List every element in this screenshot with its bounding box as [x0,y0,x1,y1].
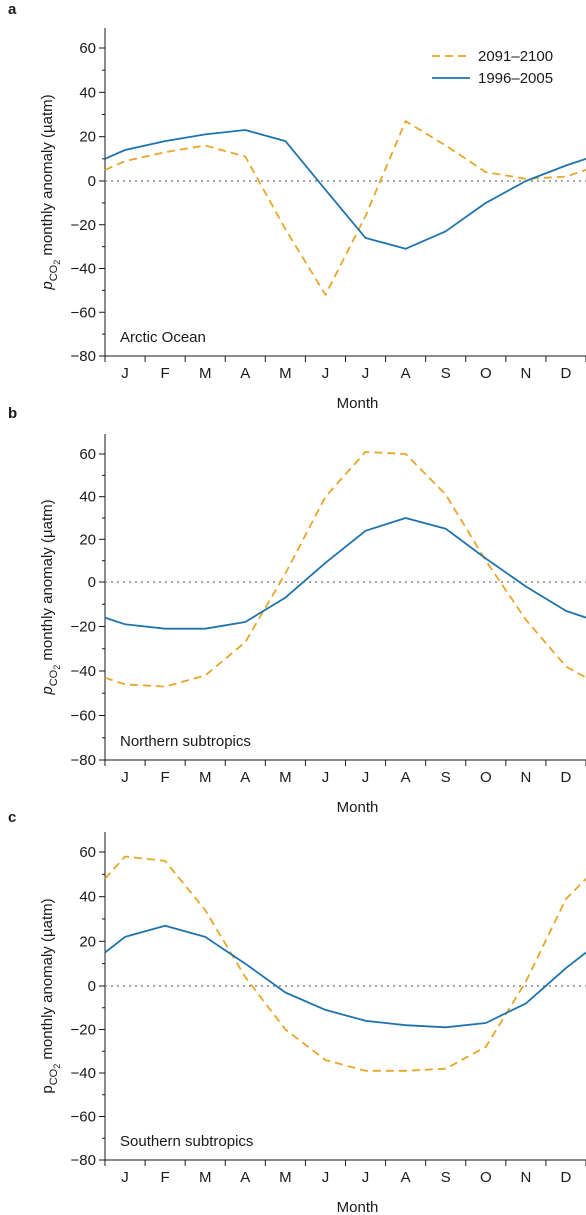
y-axis-title-co: CO [48,669,60,686]
y-tick-label: 40 [79,84,96,101]
y-tick-label: 60 [79,446,96,463]
y-tick-label: 20 [79,933,96,950]
y-tick-label: −40 [71,663,96,680]
x-tick-label: A [401,769,411,786]
x-tick-label: M [279,769,292,786]
y-tick-label: −20 [71,217,96,234]
y-tick-label: −60 [71,708,96,725]
y-tick-label: 60 [79,40,96,57]
x-tick-label: A [401,365,411,382]
series-line-future [104,855,586,1072]
x-axis-title: Month [337,799,379,816]
x-tick-label: M [199,769,212,786]
x-tick-label: A [240,769,250,786]
x-tick-label: J [322,769,330,786]
x-tick-label: S [441,769,451,786]
panel-c: c −80 −60 −40 −20 0 20 40 60 J F M A M J J A S O N D Month pCO… [8,809,586,1215]
y-tick-label: 40 [79,889,96,906]
x-tick-label: S [441,365,451,382]
y-tick-label: −40 [71,1065,96,1082]
panel-letter: c [8,809,16,826]
legend-label: 2091–2100 [478,48,553,65]
x-tick-label: N [520,365,531,382]
y-tick-label: 40 [79,489,96,506]
series-line-historical [104,924,586,1029]
x-tick-label: O [480,769,492,786]
x-tick-label: N [520,769,531,786]
panel-letter: b [8,405,17,422]
x-tick-label: F [161,365,170,382]
y-axis-title-p: p [39,1085,56,1093]
x-axis-title: Month [337,395,379,412]
x-tick-label: J [121,1169,129,1186]
panel-letter: a [8,1,17,18]
panel-a: a −80 −60 −40 −20 0 20 40 60 J F M A M J J A S O N D Month pCO… [8,1,586,412]
y-axis-title-rest: monthly anomaly (µatm) [39,898,56,1063]
region-label: Southern subtropics [120,1133,253,1150]
x-tick-label: O [480,365,492,382]
y-tick-label: −40 [71,261,96,278]
series-line-future [104,451,586,688]
y-tick-label: −20 [71,619,96,636]
y-axis-title-2: 2 [52,665,62,670]
y-axis-title-co: CO [48,264,60,281]
x-tick-label: J [362,1169,370,1186]
x-tick-label: S [441,1169,451,1186]
y-axis-title: pCO2 monthly anomaly (µatm) [39,499,62,695]
y-tick-label: 60 [79,844,96,861]
series-line-historical [104,517,586,630]
x-tick-label: O [480,1169,492,1186]
y-tick-label: 20 [79,129,96,146]
y-axis-title-2: 2 [52,260,62,265]
y-axis-title: pCO2 monthly anomaly (µatm) [39,898,62,1093]
x-tick-label: A [240,1169,250,1186]
y-axis-title-rest: monthly anomaly (µatm) [39,499,56,664]
x-axis-title: Month [337,1199,379,1215]
y-tick-label: −60 [71,1109,96,1126]
x-tick-label: J [121,769,129,786]
x-tick-label: A [240,365,250,382]
y-tick-label: 0 [88,173,96,190]
x-tick-label: J [322,365,330,382]
x-tick-label: D [561,365,572,382]
x-tick-label: A [401,1169,411,1186]
y-tick-label: −80 [71,348,96,365]
y-axis-title-p: p [39,686,56,695]
y-axis-title-p: p [39,281,56,290]
x-tick-label: J [362,365,370,382]
y-tick-label: 0 [88,574,96,591]
series-line-future [104,120,586,296]
x-tick-label: M [199,365,212,382]
y-tick-label: −60 [71,304,96,321]
x-tick-label: N [520,1169,531,1186]
series-line-historical [104,129,586,250]
y-tick-label: −80 [71,752,96,769]
y-axis-title-rest: monthly anomaly (µatm) [39,94,56,259]
y-tick-label: 20 [79,531,96,548]
x-tick-label: F [161,769,170,786]
y-tick-label: 0 [88,978,96,995]
x-tick-label: M [279,365,292,382]
x-tick-label: M [279,1169,292,1186]
y-axis-title-2: 2 [52,1064,62,1069]
region-label: Northern subtropics [120,733,251,750]
y-tick-label: −80 [71,1152,96,1169]
x-tick-label: J [322,1169,330,1186]
x-tick-label: J [121,365,129,382]
x-tick-label: D [561,769,572,786]
region-label: Arctic Ocean [120,329,206,346]
y-tick-label: −20 [71,1022,96,1039]
x-tick-label: M [199,1169,212,1186]
x-tick-label: F [161,1169,170,1186]
y-axis-title: pCO2 monthly anomaly (µatm) [39,94,62,290]
legend-label: 1996–2005 [478,70,553,87]
panel-b: b −80 −60 −40 −20 0 20 40 60 J F M A M J J A S O N D Month pCO… [8,405,586,816]
x-tick-label: J [362,769,370,786]
x-tick-label: D [561,1169,572,1186]
y-axis-title-co: CO [48,1068,60,1085]
